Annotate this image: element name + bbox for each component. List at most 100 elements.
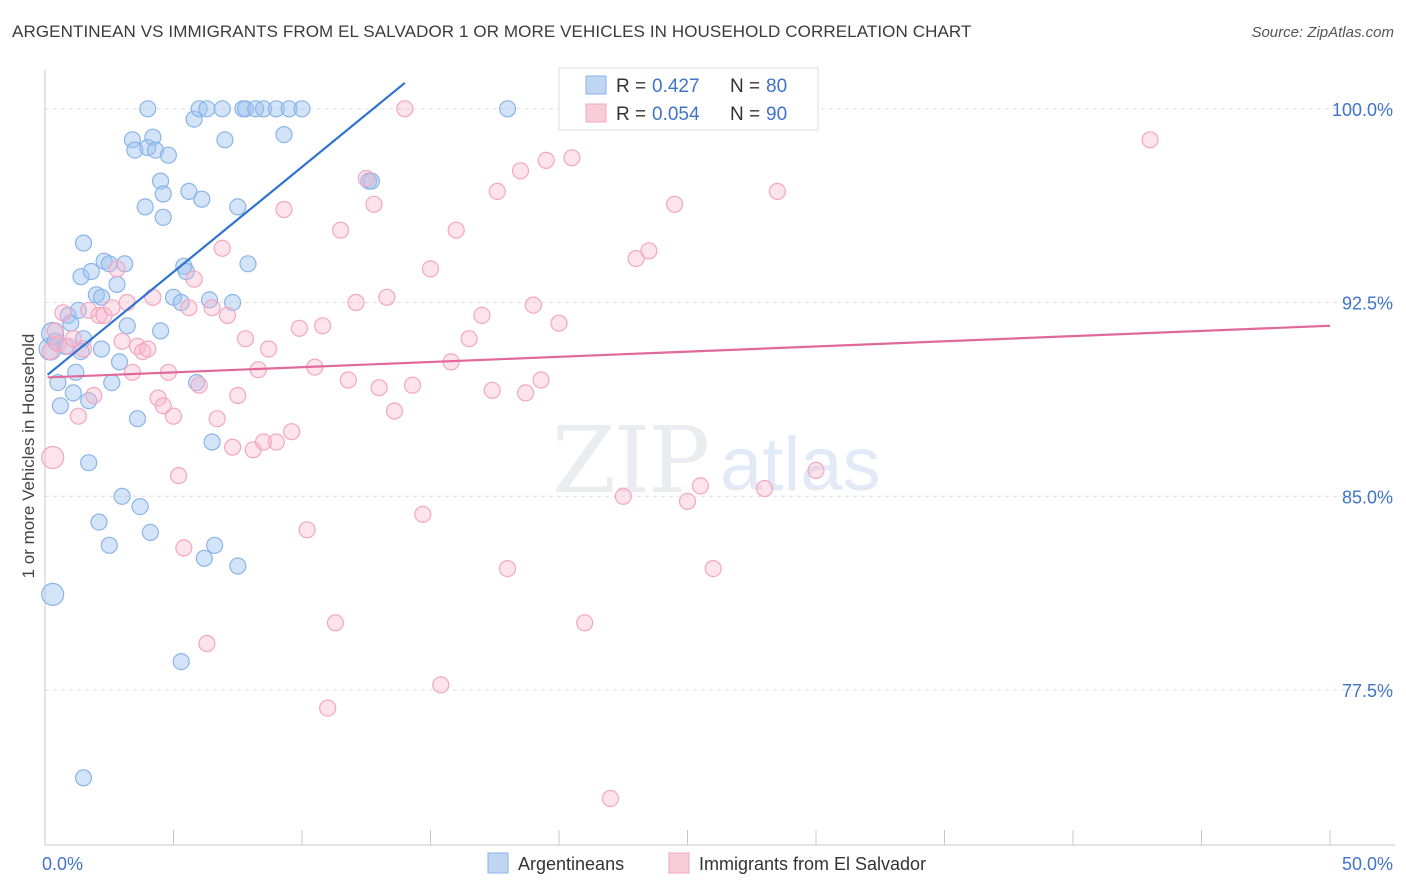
point-el-salvador (224, 438, 242, 456)
point-el-salvador (254, 433, 273, 451)
point-el-salvador (347, 293, 365, 312)
point-el-salvador (175, 539, 193, 557)
point-el-salvador (180, 299, 198, 317)
gridlines (45, 108, 1395, 691)
point-argentineans (239, 255, 257, 273)
point-argentineans (92, 288, 111, 306)
point-el-salvador (198, 634, 216, 653)
point-el-salvador (49, 335, 67, 353)
point-el-salvador (69, 407, 88, 425)
point-argentineans (152, 172, 170, 190)
point-el-salvador (332, 221, 350, 239)
point-el-salvador (128, 337, 147, 355)
point-el-salvador (326, 614, 344, 632)
point-argentineans (136, 198, 154, 216)
point-el-salvador (691, 477, 710, 495)
point-el-salvador (432, 676, 450, 694)
point-argentineans (80, 392, 98, 410)
point-argentineans (195, 549, 213, 567)
series-legend: Argentineans Immigrants from El Salvador (487, 852, 926, 874)
legend-swatch-blue (585, 75, 607, 95)
trend-lines (46, 82, 1331, 379)
point-el-salvador (229, 386, 247, 405)
watermark: ZIP atlas (552, 407, 881, 514)
point-argentineans (123, 131, 141, 149)
point-el-salvador (260, 340, 278, 358)
point-argentineans (113, 487, 131, 505)
point-argentineans (154, 208, 172, 226)
point-el-salvador (339, 371, 357, 389)
chart-title: ARGENTINEAN VS IMMIGRANTS FROM EL SALVAD… (12, 22, 972, 41)
point-argentineans (206, 536, 224, 554)
point-el-salvador (516, 384, 535, 402)
tick-labels: 100.0% 92.5% 85.0% 77.5% 0.0% 50.0% (42, 100, 1393, 874)
point-el-salvador (396, 100, 414, 118)
point-argentineans (82, 262, 100, 281)
point-el-salvador (85, 386, 103, 405)
legend-r-label: R = (616, 76, 646, 97)
point-el-salvador (267, 433, 285, 451)
series-legend-argentineans: Argentineans (518, 854, 624, 874)
point-el-salvador (298, 521, 316, 539)
point-argentineans (216, 131, 234, 149)
point-el-salvador (74, 340, 93, 358)
point-el-salvador (378, 288, 396, 306)
point-el-salvador (403, 376, 422, 394)
point-el-salvador (678, 492, 697, 510)
series-el-salvador (41, 100, 1159, 808)
source-label: Source: ZipAtlas.com (1251, 24, 1394, 41)
y-tick-label: 92.5% (1342, 294, 1393, 314)
point-el-salvador (103, 299, 121, 317)
legend-n-value-pink: 90 (766, 104, 787, 125)
point-argentineans (499, 100, 517, 118)
point-el-salvador (460, 330, 478, 348)
point-el-salvador (473, 306, 491, 324)
point-argentineans (152, 322, 170, 340)
point-argentineans (203, 433, 221, 451)
point-el-salvador (185, 270, 203, 288)
legend-n-label-2: N = (730, 104, 760, 125)
point-el-salvador (80, 301, 98, 319)
point-el-salvador (113, 332, 131, 350)
legend-swatch-pink (585, 103, 607, 123)
point-argentineans (236, 100, 255, 118)
point-el-salvador (488, 182, 506, 200)
point-argentineans (74, 769, 93, 787)
point-argentineans (146, 141, 165, 159)
point-el-salvador (414, 505, 432, 523)
point-argentineans (229, 198, 247, 216)
trend-line-el-salvador (47, 324, 1331, 379)
point-argentineans (159, 146, 177, 164)
point-argentineans (41, 582, 65, 607)
point-argentineans (100, 536, 118, 554)
watermark-atlas: atlas (720, 422, 881, 507)
point-el-salvador (576, 614, 594, 632)
y-axis-title: 1 or more Vehicles in Household (19, 334, 38, 579)
point-el-salvador (218, 306, 237, 324)
point-el-salvador (499, 559, 517, 578)
point-el-salvador (447, 221, 465, 239)
point-el-salvador (144, 288, 162, 306)
point-el-salvador (365, 195, 383, 213)
point-el-salvador (524, 296, 542, 314)
legend-r-value-blue: 0.427 (652, 76, 700, 97)
point-argentineans (180, 182, 198, 200)
y-tick-label: 85.0% (1342, 487, 1393, 507)
legend-n-label: N = (730, 76, 760, 97)
point-el-salvador (704, 559, 722, 578)
point-el-salvador (164, 407, 183, 425)
legend-r-label-2: R = (616, 104, 646, 125)
point-el-salvador (108, 260, 126, 278)
point-argentineans (72, 343, 90, 361)
point-el-salvador (563, 149, 581, 167)
point-el-salvador (208, 410, 226, 428)
point-argentineans (280, 100, 298, 118)
point-el-salvador (385, 402, 404, 420)
point-el-salvador (511, 162, 530, 180)
point-el-salvador (90, 306, 108, 324)
legend-r-value-pink: 0.054 (652, 104, 700, 125)
point-argentineans (103, 374, 121, 392)
point-el-salvador (170, 467, 188, 485)
point-el-salvador (370, 379, 388, 397)
